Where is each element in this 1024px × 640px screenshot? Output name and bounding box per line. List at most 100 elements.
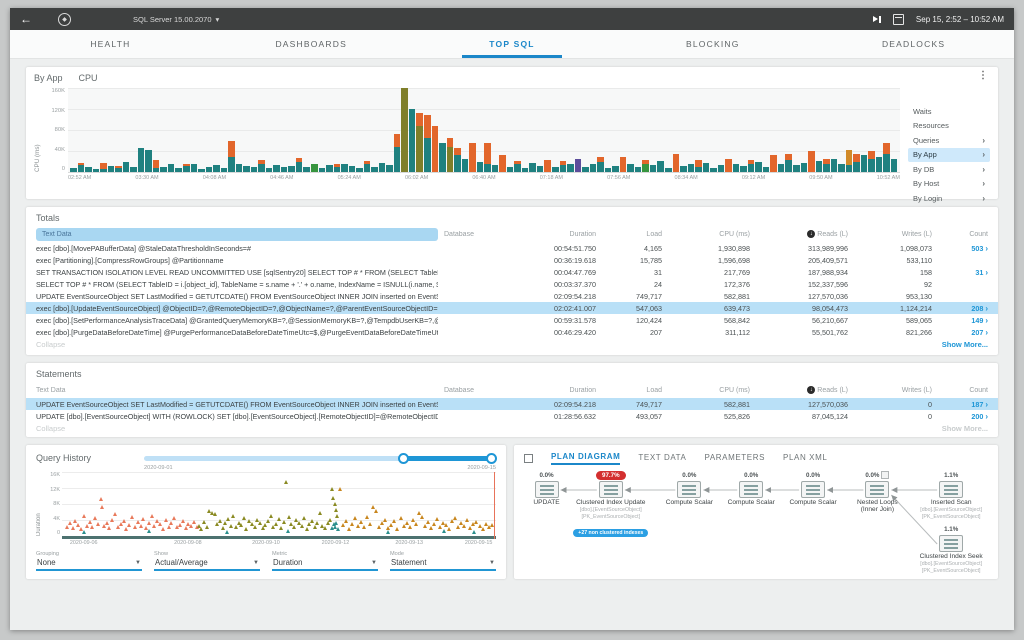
date-range[interactable]: Sep 15, 2:52 – 10:52 AM: [915, 14, 1004, 24]
cpu-x-tick: 03:30 AM: [135, 175, 159, 181]
plan-card: PLAN DIAGRAM TEXT DATA PARAMETERS PLAN XML …: [514, 445, 998, 579]
cpu-bar: [642, 88, 649, 172]
dropdown-label: Show: [154, 551, 168, 557]
chart-menu-by-host[interactable]: By Host ›: [908, 177, 990, 192]
plan-node-update[interactable]: 0.0% UPDATE: [503, 471, 591, 506]
chevron-down-icon: ▼: [489, 559, 495, 566]
tab-blocking[interactable]: BLOCKING: [686, 39, 740, 49]
value-cell: 00:36:19.618: [554, 255, 596, 265]
scatter-point-actual-late: [459, 521, 464, 526]
plan-tab-plan-xml[interactable]: PLAN XML: [783, 453, 828, 462]
count-drilldown-link[interactable]: 200 ›: [971, 411, 988, 421]
chart-menu-waits[interactable]: Waits: [908, 104, 990, 119]
scatter-point-actual-mid: [260, 525, 265, 530]
plan-tab-parameters[interactable]: PARAMETERS: [704, 453, 766, 462]
kebab-menu-icon[interactable]: ⋮: [978, 70, 988, 81]
plan-node-cost: 0.0%: [744, 472, 759, 479]
cpu-y-tick: 120K: [51, 107, 65, 114]
sort-desc-icon[interactable]: ↓: [807, 230, 816, 238]
totals-row[interactable]: exec [Partitioning].[CompressRowGroups] …: [26, 254, 998, 266]
plan-node-clustered-index-update[interactable]: 97.7% Clustered Index Update [dbo].[EventS…: [567, 471, 655, 539]
plan-node-compute-scalar-2[interactable]: 0.0% Compute Scalar: [707, 471, 795, 506]
cpu-bar: [883, 88, 890, 172]
dropdown-mode[interactable]: Mode Statement ▼: [390, 551, 496, 571]
sort-desc-icon[interactable]: ↓: [807, 386, 816, 394]
value-cell: 749,717: [636, 399, 662, 409]
cpu-bar: [145, 88, 152, 172]
value-cell: 313,989,996: [808, 243, 848, 253]
expand-icon[interactable]: [524, 454, 533, 463]
count-drilldown-link[interactable]: 187 ›: [971, 399, 988, 409]
scatter-point-actual-early: [152, 524, 157, 529]
nonclustered-indexes-pill[interactable]: +27 non clustered indexes: [573, 528, 649, 537]
count-drilldown-link[interactable]: 208 ›: [971, 303, 988, 313]
dropdown-value: Duration ▼: [272, 557, 378, 571]
statements-show-more-link[interactable]: Show More...: [941, 424, 988, 433]
chart-menu-resources[interactable]: Resources: [908, 119, 990, 134]
scatter-point-actual-mid: [296, 521, 301, 526]
statements-row[interactable]: UPDATE EventSourceObject SET LastModifie…: [26, 398, 998, 410]
scatter-point-actual-early: [169, 520, 174, 525]
plan-node-object: [dbo].[EventSourceObject]: [920, 561, 983, 568]
scatter-point-actual-mid: [331, 495, 336, 500]
slider-handle-start[interactable]: [398, 452, 410, 464]
plan-node-nested-loops[interactable]: 0.0% Nested Loops (Inner Join): [833, 471, 921, 513]
count-drilldown-link[interactable]: 149 ›: [971, 315, 988, 325]
dropdown-show[interactable]: Show Actual/Average ▼: [154, 551, 260, 571]
totals-row[interactable]: exec [dbo].[MovePABufferData] @StaleData…: [26, 242, 998, 254]
cpu-bar: [243, 88, 250, 172]
chevron-right-icon: ›: [982, 135, 985, 145]
back-arrow-icon[interactable]: ←: [20, 12, 32, 26]
nested-loops-icon: [865, 481, 890, 498]
server-picker[interactable]: SQL Server 15.00.2070 ▾: [133, 15, 219, 24]
plan-node-compute-scalar-1[interactable]: 0.0% Compute Scalar: [645, 471, 733, 506]
totals-collapse-button[interactable]: Collapse: [36, 340, 66, 349]
dropdown-grouping[interactable]: Grouping None ▼: [36, 551, 142, 571]
calendar-icon[interactable]: [892, 13, 904, 25]
chart-menu-by-login[interactable]: By Login ›: [908, 191, 990, 206]
count-drilldown-link[interactable]: 503 ›: [971, 243, 988, 253]
count-drilldown-link[interactable]: 207 ›: [971, 327, 988, 337]
totals-col-textdata[interactable]: Text Data: [36, 227, 438, 241]
plan-node-compute-scalar-3[interactable]: 0.0% Compute Scalar: [769, 471, 857, 506]
plan-node-name: Clustered Index Seek: [919, 553, 983, 560]
scatter-point-actual-mid: [223, 521, 228, 526]
tab-dashboards[interactable]: DASHBOARDS: [275, 39, 347, 49]
dropdown-metric[interactable]: Metric Duration ▼: [272, 551, 378, 571]
totals-row[interactable]: SELECT TOP # * FROM (SELECT TableID = i.…: [26, 278, 998, 290]
totals-row[interactable]: exec [dbo].[UpdateEventSourceObject] @Ob…: [26, 302, 998, 314]
tab-top-sql[interactable]: TOP SQL: [412, 30, 613, 58]
statements-collapse-button[interactable]: Collapse: [36, 424, 66, 433]
totals-row[interactable]: exec [dbo].[PurgeDataBeforeDateTime] @Pu…: [26, 326, 998, 338]
plan-node-inserted-scan[interactable]: 1.1% Inserted Scan [dbo].[EventSourceObjec…: [907, 471, 995, 521]
chart-menu-by-db[interactable]: By DB ›: [908, 162, 990, 177]
plan-tab-text-data[interactable]: TEXT DATA: [638, 453, 687, 462]
count-drilldown-link[interactable]: 31 ›: [975, 267, 988, 277]
scatter-point-actual-early: [189, 524, 194, 529]
slider-active-range[interactable]: [404, 456, 496, 461]
qh-x-tick: 2020-09-13: [395, 540, 423, 546]
scatter-point-actual-late: [480, 526, 485, 531]
plan-tab-plan-diagram[interactable]: PLAN DIAGRAM: [551, 452, 621, 465]
totals-row[interactable]: exec [dbo].[SetPerformanceAnalysisTraceD…: [26, 314, 998, 326]
chart-menu-queries[interactable]: Queries ›: [908, 133, 990, 148]
value-cell: 00:03:37.370: [554, 279, 596, 289]
textdata-filter-pill[interactable]: Text Data: [36, 227, 438, 241]
chart-menu-by-app[interactable]: By App ›: [908, 147, 990, 162]
slider-handle-end[interactable]: [486, 452, 497, 464]
tab-health[interactable]: HEALTH: [90, 39, 131, 49]
scatter-point-actual-mid: [329, 486, 334, 491]
scatter-point-actual-mid: [220, 525, 225, 530]
app-logo-icon[interactable]: ◆: [58, 12, 71, 26]
plan-node-clustered-index-seek[interactable]: 1.1% Clustered Index Seek [dbo].[EventSour…: [907, 525, 995, 575]
slider-track[interactable]: [144, 456, 496, 461]
statements-row[interactable]: UPDATE [dbo].[EventSourceObject] WITH (R…: [26, 410, 998, 422]
tab-deadlocks[interactable]: DEADLOCKS: [881, 39, 946, 49]
totals-row[interactable]: UPDATE EventSourceObject SET LastModifie…: [26, 290, 998, 302]
scatter-point-actual-late: [337, 487, 342, 492]
totals-show-more-link[interactable]: Show More...: [941, 340, 988, 349]
query-history-scatter: [62, 472, 496, 539]
totals-row[interactable]: SET TRANSACTION ISOLATION LEVEL READ UNC…: [26, 266, 998, 278]
jump-to-latest-icon[interactable]: [873, 15, 881, 23]
totals-col-writes-l: Writes (L): [901, 230, 932, 238]
